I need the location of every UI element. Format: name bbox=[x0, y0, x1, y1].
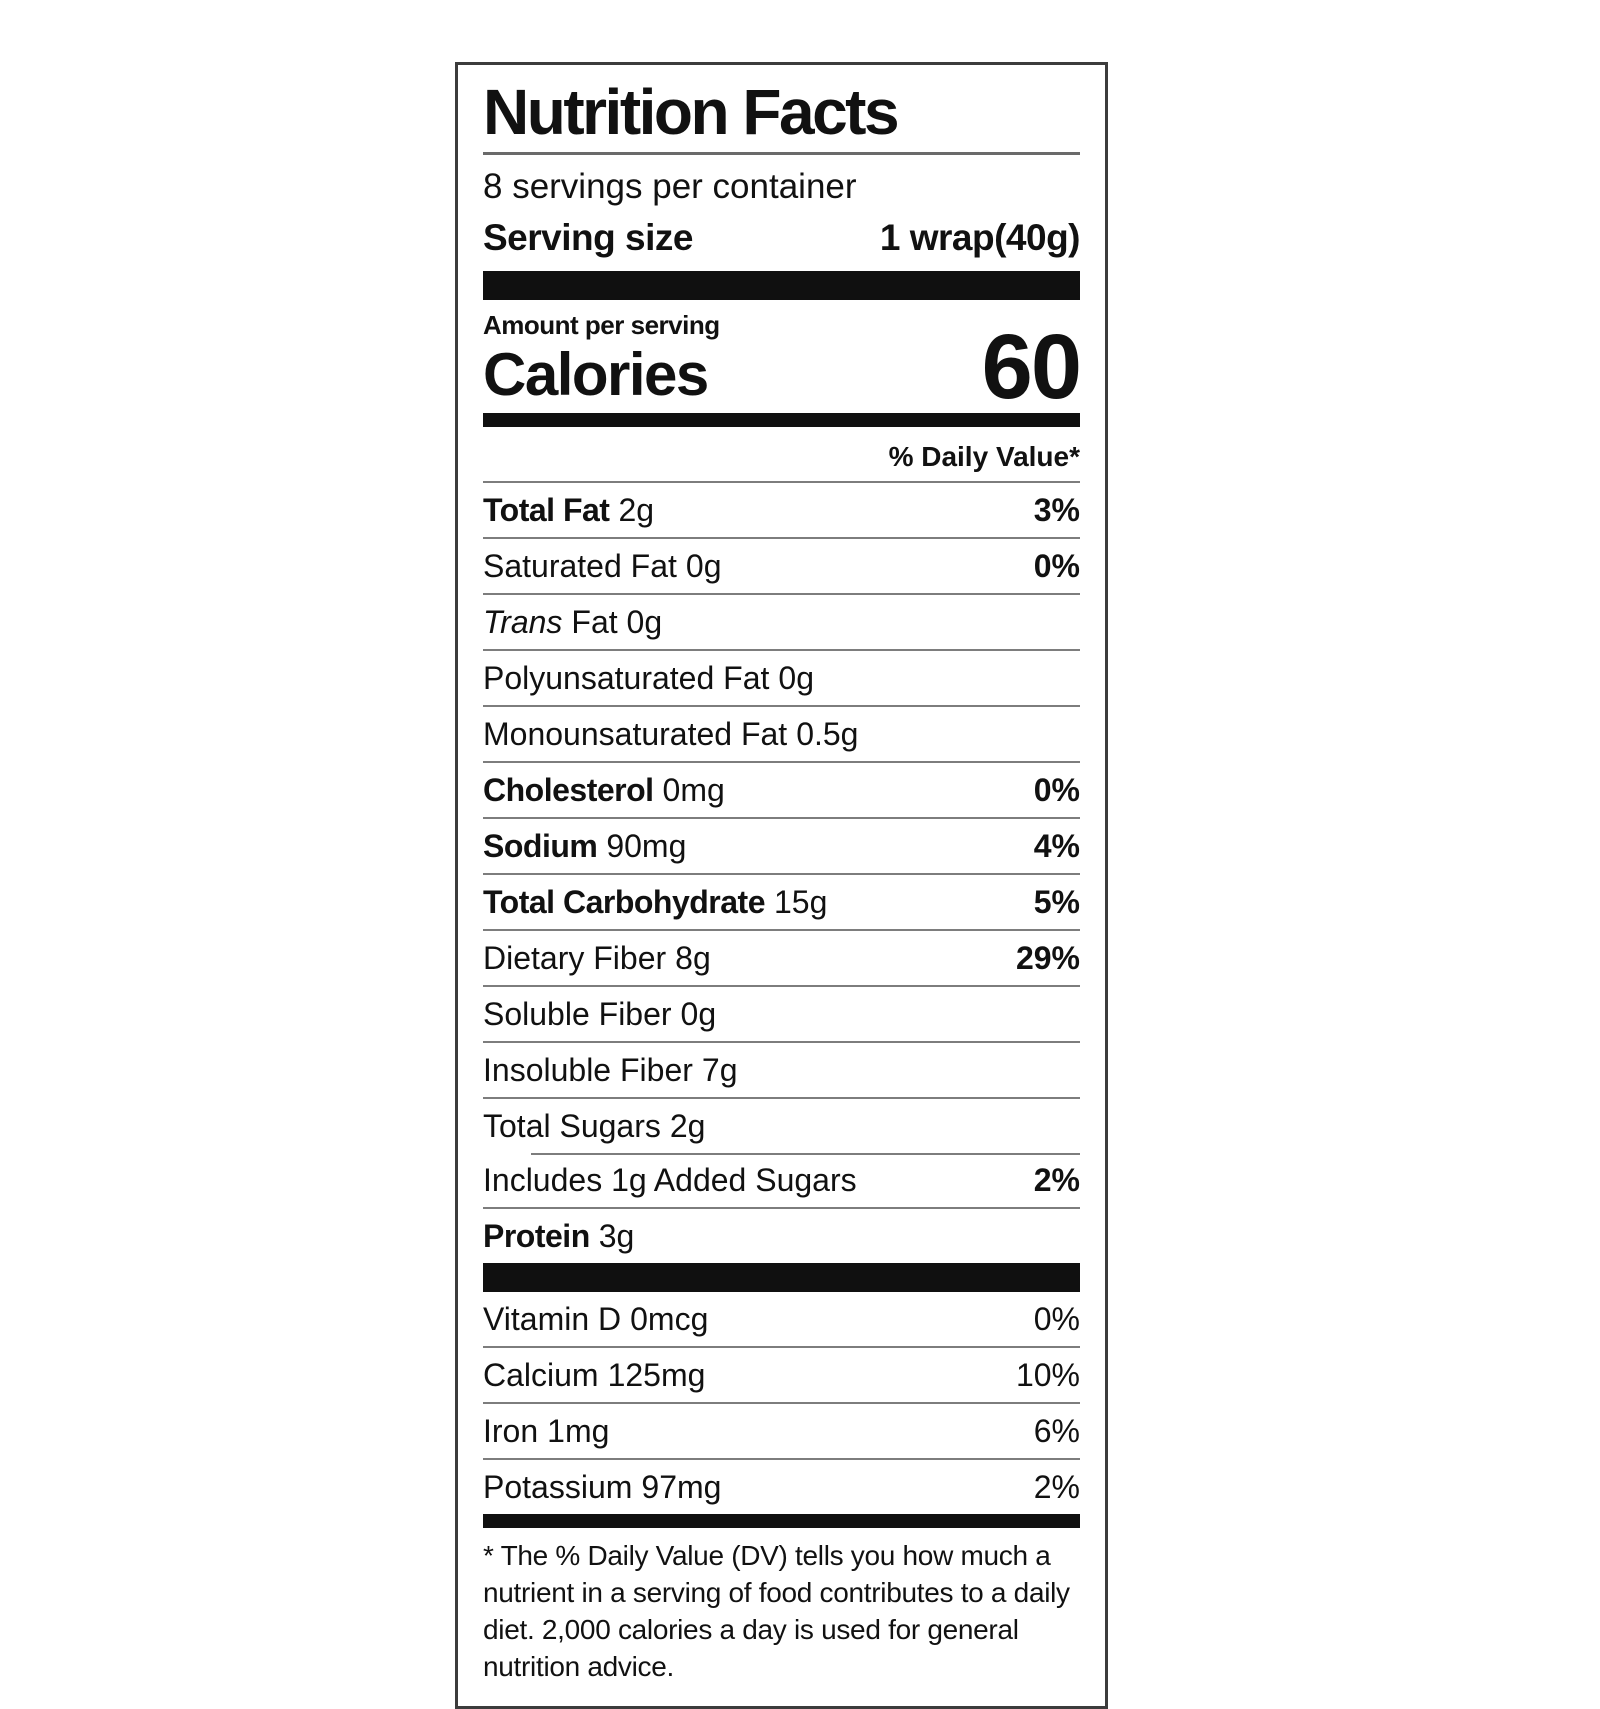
section-divider-bar bbox=[483, 271, 1080, 301]
nutrient-row-saturated-fat: Saturated Fat 0g 0% bbox=[483, 537, 1080, 593]
serving-size-label: Serving size bbox=[483, 217, 693, 259]
nutrient-row-insoluble-fiber: Insoluble Fiber 7g bbox=[483, 1041, 1080, 1097]
calories-label: Calories bbox=[483, 341, 709, 409]
nutrient-row-cholesterol: Cholesterol 0mg 0% bbox=[483, 761, 1080, 817]
micronutrient-rows: Vitamin D 0mcg 0% Calcium 125mg 10% Iron… bbox=[483, 1292, 1080, 1514]
nutrient-row-sodium: Sodium 90mg 4% bbox=[483, 817, 1080, 873]
nutrition-facts-label: Nutrition Facts 8 servings per container… bbox=[455, 62, 1108, 1709]
micronutrient-row-calcium: Calcium 125mg 10% bbox=[483, 1346, 1080, 1402]
micronutrient-row-potassium: Potassium 97mg 2% bbox=[483, 1458, 1080, 1514]
nutrient-row-dietary-fiber: Dietary Fiber 8g 29% bbox=[483, 929, 1080, 985]
nutrient-row-polyunsaturated-fat: Polyunsaturated Fat 0g bbox=[483, 649, 1080, 705]
micronutrient-row-vitamin-d: Vitamin D 0mcg 0% bbox=[483, 1301, 1080, 1338]
micronutrient-row-iron: Iron 1mg 6% bbox=[483, 1402, 1080, 1458]
nutrient-row-total-fat: Total Fat 2g 3% bbox=[483, 492, 1080, 529]
label-title: Nutrition Facts bbox=[483, 78, 1080, 156]
calories-value: 60 bbox=[981, 315, 1082, 418]
amount-per-serving-label: Amount per serving bbox=[483, 310, 720, 341]
servings-per-container: 8 servings per container bbox=[483, 167, 857, 207]
serving-size-row: Serving size 1 wrap(40g) bbox=[483, 209, 1081, 271]
daily-value-header: % Daily Value* bbox=[483, 427, 1080, 484]
nutrient-row-monounsaturated-fat: Monounsaturated Fat 0.5g bbox=[483, 705, 1080, 761]
section-divider-bar bbox=[483, 1263, 1080, 1293]
serving-size-value: 1 wrap(40g) bbox=[879, 217, 1081, 259]
nutrient-row-soluble-fiber: Soluble Fiber 0g bbox=[483, 985, 1080, 1041]
section-divider-bar bbox=[483, 1514, 1080, 1529]
calories-block: Amount per serving Calories 60 bbox=[483, 300, 1082, 418]
nutrient-row-added-sugars: Includes 1g Added Sugars 2% bbox=[483, 1153, 1080, 1207]
section-divider-bar bbox=[483, 413, 1080, 428]
nutrient-row-protein: Protein 3g bbox=[483, 1207, 1080, 1263]
daily-value-footnote: * The % Daily Value (DV) tells you how m… bbox=[483, 1540, 1070, 1683]
nutrient-rows: Total Fat 2g 3% Saturated Fat 0g 0% Tran… bbox=[483, 483, 1080, 1263]
calories-left: Amount per serving Calories bbox=[483, 310, 720, 405]
nutrient-row-total-carbohydrate: Total Carbohydrate 15g 5% bbox=[483, 873, 1080, 929]
nutrient-row-trans-fat: Trans Fat 0g bbox=[483, 593, 1080, 649]
nutrient-row-total-sugars: Total Sugars 2g bbox=[483, 1097, 1080, 1153]
